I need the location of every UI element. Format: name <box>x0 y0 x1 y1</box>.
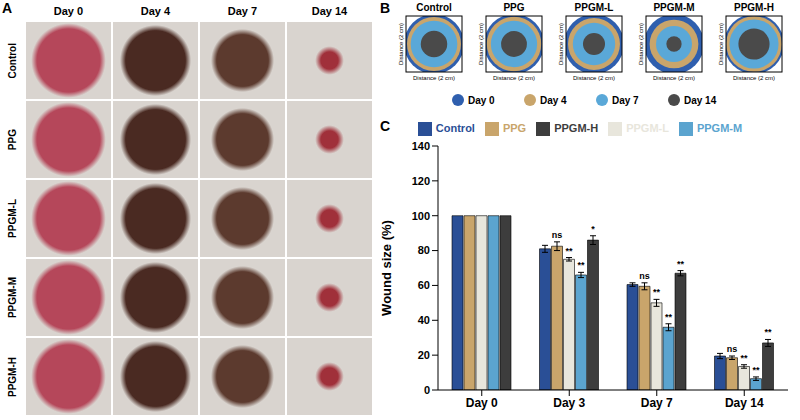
svg-text:Distance (2 cm): Distance (2 cm) <box>638 23 644 65</box>
svg-text:**: ** <box>565 246 573 256</box>
svg-text:Day 7: Day 7 <box>641 396 673 410</box>
html-text:PPG: PPG <box>502 122 527 134</box>
svg-text:**: ** <box>653 287 661 297</box>
html-text:PPGM-L: PPGM-L <box>626 122 669 134</box>
svg-text:Day 3: Day 3 <box>553 396 585 410</box>
svg-text:Distance (2 cm): Distance (2 cm) <box>398 23 404 65</box>
svg-text:PPGM-M: PPGM-M <box>653 2 694 13</box>
svg-text:**: ** <box>665 312 673 322</box>
svg-text:120: 120 <box>412 175 430 187</box>
svg-text:**: ** <box>740 353 748 363</box>
svg-text:100: 100 <box>412 210 430 222</box>
html-text:C: C <box>380 118 391 134</box>
svg-text:Day 7: Day 7 <box>612 95 639 106</box>
svg-text:Distance (2 cm): Distance (2 cm) <box>573 75 615 81</box>
html-text:PPGM-M: PPGM-M <box>6 276 18 318</box>
svg-text:*: * <box>591 224 595 234</box>
svg-text:Day 14: Day 14 <box>725 396 764 410</box>
svg-text:0: 0 <box>424 384 430 396</box>
svg-text:Control: Control <box>416 2 452 13</box>
html-text:Control: Control <box>435 122 475 134</box>
html-text:PPGM-L: PPGM-L <box>6 199 18 238</box>
svg-text:60: 60 <box>418 279 430 291</box>
svg-text:Day 0: Day 0 <box>468 95 495 106</box>
html-text:PPGM-M: PPGM-M <box>696 122 743 134</box>
svg-text:PPG: PPG <box>503 2 524 13</box>
html-text:PPG: PPG <box>6 128 18 151</box>
html-text:Day 0: Day 0 <box>53 5 84 17</box>
svg-text:80: 80 <box>418 244 430 256</box>
svg-text:Wound size (%): Wound size (%) <box>379 220 394 316</box>
html-text:Control: Control <box>6 42 18 79</box>
svg-text:140: 140 <box>412 140 430 152</box>
svg-text:Day 0: Day 0 <box>466 396 498 410</box>
svg-text:B: B <box>380 0 390 16</box>
svg-text:PPGM-H: PPGM-H <box>734 2 774 13</box>
svg-text:40: 40 <box>418 314 430 326</box>
html-text:PPGM-H: PPGM-H <box>6 356 18 397</box>
svg-text:**: ** <box>577 260 585 270</box>
svg-text:PPGM-L: PPGM-L <box>575 2 614 13</box>
svg-text:Distance (2 cm): Distance (2 cm) <box>718 23 724 65</box>
svg-text:Distance (2 cm): Distance (2 cm) <box>653 75 695 81</box>
html-text:Day 4: Day 4 <box>140 5 171 17</box>
svg-text:Day 14: Day 14 <box>684 95 717 106</box>
svg-text:ns: ns <box>727 344 738 354</box>
svg-text:Distance (2 cm): Distance (2 cm) <box>413 75 455 81</box>
svg-text:Distance (2 cm): Distance (2 cm) <box>558 23 564 65</box>
svg-text:Distance (2 cm): Distance (2 cm) <box>478 23 484 65</box>
svg-text:**: ** <box>752 365 760 375</box>
html-text:Day 7: Day 7 <box>227 5 258 17</box>
svg-text:**: ** <box>677 259 685 269</box>
svg-text:20: 20 <box>418 349 430 361</box>
svg-text:**: ** <box>764 327 772 337</box>
svg-text:Day 4: Day 4 <box>540 95 567 106</box>
html-text:Day 14: Day 14 <box>311 5 348 17</box>
svg-text:Distance (2 cm): Distance (2 cm) <box>733 75 775 81</box>
html-text:A: A <box>2 0 13 16</box>
svg-text:ns: ns <box>552 230 563 240</box>
svg-text:Distance (2 cm): Distance (2 cm) <box>493 75 535 81</box>
svg-text:ns: ns <box>639 271 650 281</box>
html-text:PPGM-H: PPGM-H <box>554 122 599 134</box>
